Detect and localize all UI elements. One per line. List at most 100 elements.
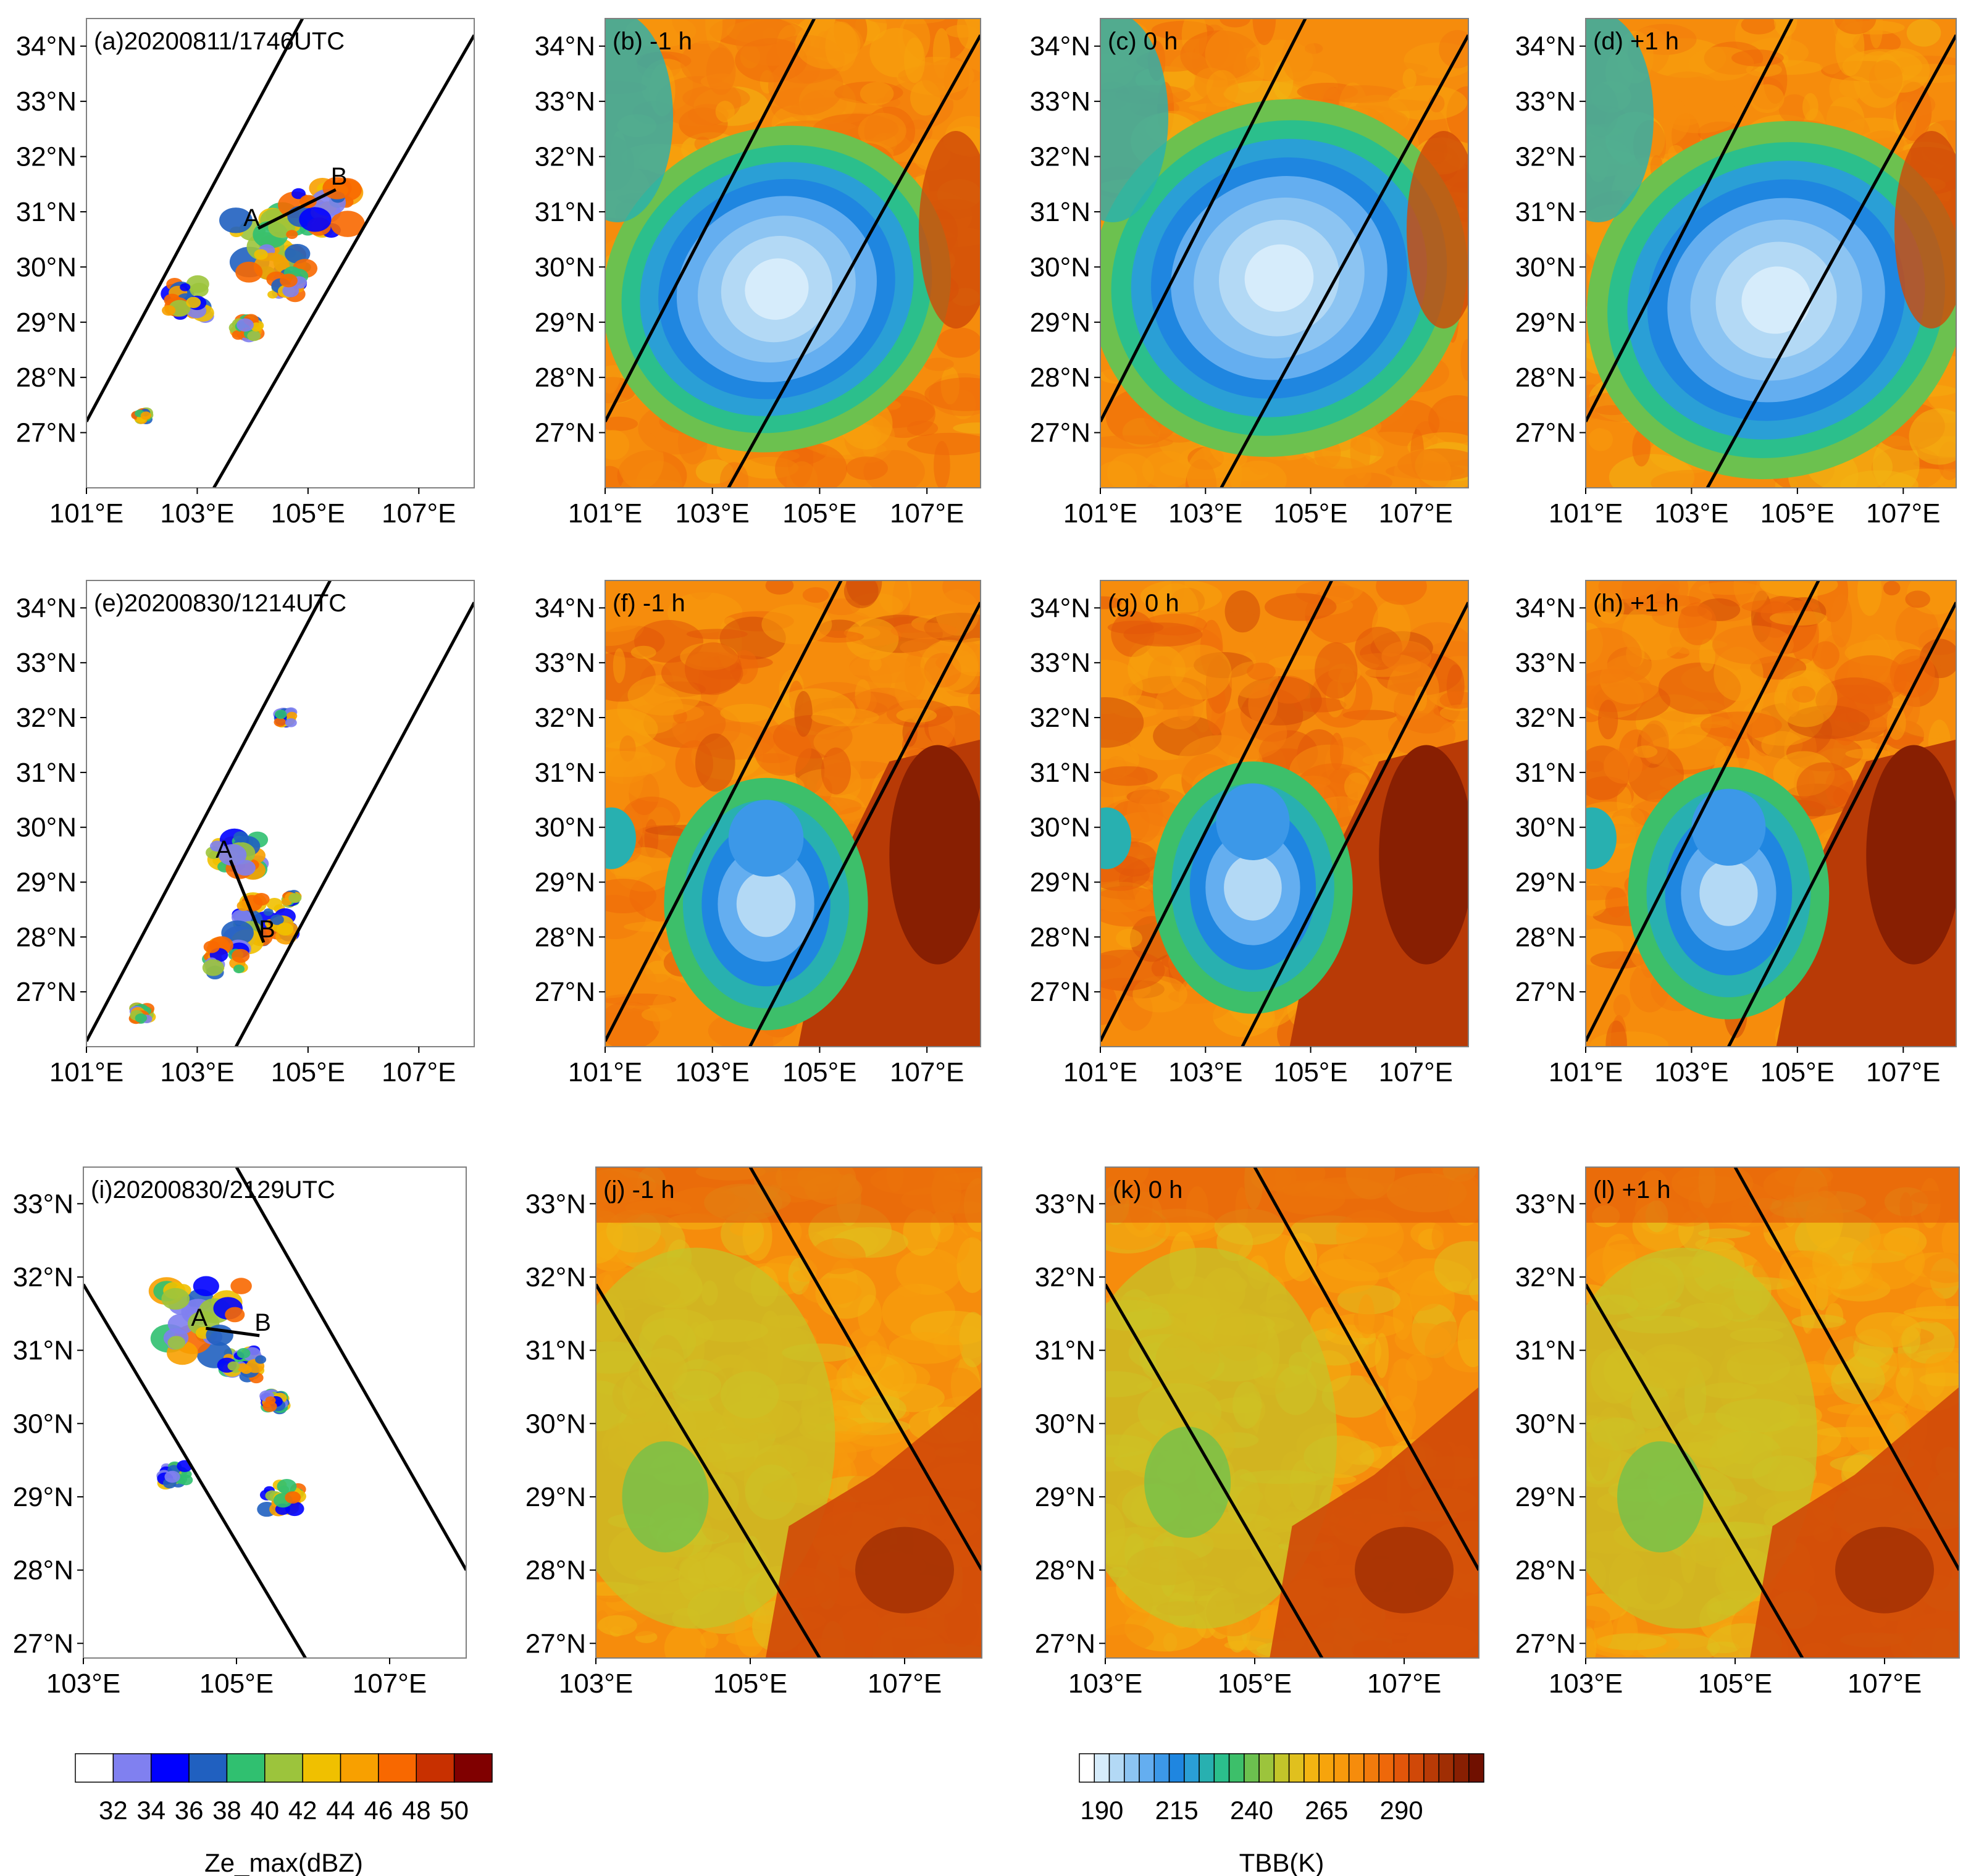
transect-point-a: A — [216, 836, 232, 863]
y-tick-label: 27°N — [535, 418, 595, 448]
panel-j: 103°E 105°E 107°E 27°N 28°N 29°N 30°N 31°N 32°N 3… — [525, 1166, 982, 1699]
band-boundary-line — [1705, 34, 1956, 488]
y-tick-label: 33°N — [1035, 1189, 1095, 1219]
colorbar-cell — [1453, 1753, 1470, 1783]
colorbar-cell — [112, 1753, 152, 1783]
x-tick-label: 105°E — [782, 1057, 856, 1087]
x-tick-label: 105°E — [271, 498, 345, 529]
colorbar-cell — [1423, 1753, 1439, 1783]
colorbar-cell — [1244, 1753, 1260, 1783]
y-tick-label: 29°N — [1030, 308, 1090, 338]
colorbar-tick-label: 46 — [364, 1796, 393, 1825]
colorbar-tick-label: 190 — [1080, 1796, 1123, 1825]
colorbar-cell — [1258, 1753, 1275, 1783]
panel-frame — [1100, 18, 1469, 488]
panel-g: 101°E 103°E 105°E 107°E 27°N 28°N 29°N 30°N 31°N… — [1030, 580, 1469, 1087]
transect-ab-line — [257, 188, 337, 230]
y-tick-label: 32°N — [1030, 142, 1090, 172]
panel-d: 101°E 103°E 105°E 107°E 27°N 28°N 29°N 30°N 31°N… — [1515, 18, 1957, 529]
x-tick-label: 105°E — [1273, 498, 1347, 529]
colorbar-cell — [1393, 1753, 1410, 1783]
band-boundary-line — [1727, 601, 1956, 1047]
y-tick-label: 27°N — [16, 418, 77, 448]
colorbar-cell — [1304, 1753, 1320, 1783]
band-boundary-line — [1253, 1167, 1479, 1571]
y-tick-label: 31°N — [16, 758, 77, 788]
x-tick-label: 105°E — [1760, 498, 1835, 529]
band-boundary-line — [235, 601, 474, 1047]
colorbar-cell — [1079, 1753, 1095, 1783]
y-tick-label: 33°N — [535, 648, 595, 678]
y-tick-label: 33°N — [13, 1189, 73, 1219]
y-tick-label: 28°N — [1515, 1556, 1576, 1586]
y-tick-label: 32°N — [525, 1262, 586, 1292]
y-tick-label: 32°N — [1515, 703, 1576, 733]
x-tick-label: 103°E — [1068, 1669, 1142, 1699]
y-tick-label: 28°N — [1030, 922, 1090, 952]
y-tick-label: 33°N — [1030, 648, 1090, 678]
x-tick-label: 105°E — [1218, 1669, 1292, 1699]
panel-title: (f) -1 h — [613, 590, 685, 617]
y-tick-label: 32°N — [535, 142, 595, 172]
panel-f: 101°E 103°E 105°E 107°E 27°N 28°N 29°N 30°N 31°N… — [535, 580, 981, 1087]
panel-k: 103°E 105°E 107°E 27°N 28°N 29°N 30°N 31°N 32°N 3… — [1035, 1166, 1479, 1699]
y-tick-label: 29°N — [535, 868, 595, 898]
y-tick-label: 31°N — [16, 197, 77, 227]
y-tick-label: 30°N — [1515, 252, 1576, 282]
colorbar-tick-label: 50 — [440, 1796, 469, 1825]
panel-l: 103°E 105°E 107°E 27°N 28°N 29°N 30°N 31°N 32°N 3… — [1515, 1166, 1960, 1699]
colorbar-cell — [1139, 1753, 1155, 1783]
x-tick-label: 105°E — [271, 1057, 345, 1087]
colorbar-tick-label: 32 — [99, 1796, 128, 1825]
y-tick-label: 27°N — [535, 977, 595, 1007]
y-tick-label: 29°N — [525, 1482, 586, 1512]
band-boundary-line — [748, 601, 981, 1047]
colorbar-cell — [340, 1753, 379, 1783]
panel-frame — [1585, 18, 1957, 488]
y-tick-label: 27°N — [1515, 418, 1576, 448]
y-tick-label: 28°N — [13, 1556, 73, 1586]
panel-title: (a)20200811/1746UTC — [94, 28, 345, 55]
colorbar-cell — [1438, 1753, 1455, 1783]
y-tick-label: 32°N — [1515, 1262, 1576, 1292]
y-tick-label: 30°N — [525, 1409, 586, 1439]
y-tick-label: 32°N — [1030, 703, 1090, 733]
x-tick-label: 107°E — [890, 498, 964, 529]
colorbar-title: Ze_max(dBZ) — [204, 1848, 363, 1876]
panel-c: 101°E 103°E 105°E 107°E 27°N 28°N 29°N 30°N 31°N… — [1030, 18, 1469, 529]
y-tick-label: 32°N — [13, 1262, 73, 1292]
colorbar-tick-label: 48 — [402, 1796, 431, 1825]
band-boundary-line — [1586, 1283, 1804, 1658]
colorbar-tick-label: 290 — [1380, 1796, 1423, 1825]
panel-title: (d) +1 h — [1593, 28, 1679, 55]
colorbar-cell — [1408, 1753, 1425, 1783]
transect-point-a: A — [191, 1304, 207, 1331]
panel-title: (h) +1 h — [1593, 590, 1679, 617]
x-tick-label: 101°E — [1063, 498, 1137, 529]
x-tick-label: 101°E — [1549, 498, 1623, 529]
panel-e: A B 101°E 103°E 105°E 107°E 27°N 28°N 29°N 30°N 31… — [16, 580, 475, 1087]
y-tick-label: 34°N — [1515, 593, 1576, 623]
y-tick-label: 31°N — [1030, 197, 1090, 227]
y-tick-label: 29°N — [1035, 1482, 1095, 1512]
y-tick-label: 28°N — [1515, 362, 1576, 393]
band-boundary-line — [235, 1167, 466, 1571]
colorbar-cell — [264, 1753, 303, 1783]
y-tick-label: 33°N — [1515, 86, 1576, 117]
band-boundary-line — [1586, 580, 1820, 1042]
colorbar-tick-label: 40 — [250, 1796, 279, 1825]
colorbar-tick-label: 44 — [326, 1796, 355, 1825]
y-tick-label: 33°N — [1030, 86, 1090, 117]
x-tick-label: 103°E — [1549, 1669, 1623, 1699]
y-tick-label: 28°N — [1030, 362, 1090, 393]
band-boundary-line — [1105, 1283, 1324, 1658]
y-tick-label: 27°N — [16, 977, 77, 1007]
x-tick-label: 107°E — [1379, 1057, 1453, 1087]
panel-h: 101°E 103°E 105°E 107°E 27°N 28°N 29°N 30°N 31°N… — [1515, 580, 1957, 1087]
panel-frame — [1585, 580, 1957, 1047]
y-tick-label: 31°N — [535, 197, 595, 227]
y-tick-label: 27°N — [525, 1628, 586, 1659]
y-tick-label: 32°N — [1515, 142, 1576, 172]
x-tick-label: 103°E — [1654, 1057, 1728, 1087]
x-tick-label: 105°E — [199, 1669, 274, 1699]
